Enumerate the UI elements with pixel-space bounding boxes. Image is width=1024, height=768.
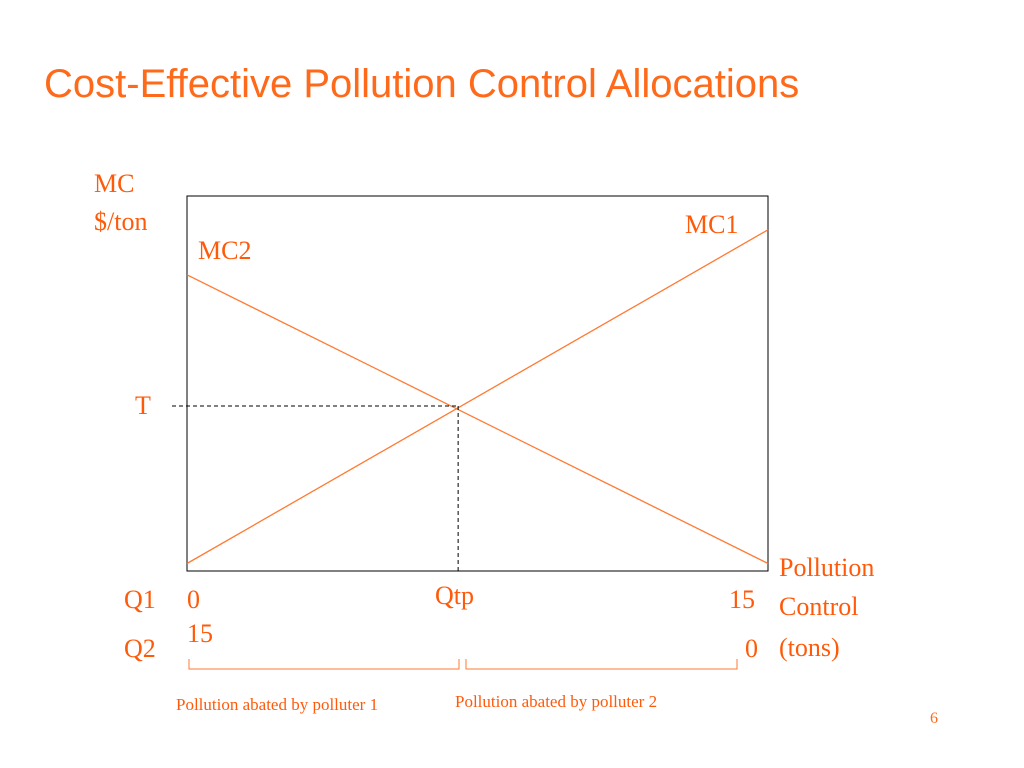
y-axis-label-line-1: MC <box>94 169 134 198</box>
series-line-mc2 <box>186 274 769 565</box>
q1-end-tick: 15 <box>729 585 755 614</box>
x-axis-label-line-1: Pollution <box>779 553 874 582</box>
series-label-mc2: MC2 <box>198 236 251 265</box>
page-number: 6 <box>930 710 938 727</box>
q2-end-tick: 0 <box>745 634 758 663</box>
slide-title: Cost-Effective Pollution Control Allocat… <box>44 62 800 106</box>
chart-marks <box>172 229 769 571</box>
series-line-mc1 <box>186 229 769 565</box>
x-axis-label-line-2: Control <box>779 592 858 621</box>
q1-start-tick: 0 <box>187 585 200 614</box>
qtp-label: Qtp <box>435 581 474 610</box>
q2-row-label: Q2 <box>124 634 156 663</box>
series-label-mc1: MC1 <box>685 210 738 239</box>
annotation-polluter-1: Pollution abated by polluter 1 <box>176 695 378 714</box>
q1-row-label: Q1 <box>124 585 156 614</box>
plot-frame <box>186 195 769 572</box>
annotation-polluter-2: Pollution abated by polluter 2 <box>455 692 657 711</box>
q2-start-tick: 15 <box>187 619 213 648</box>
y-axis-label-line-2: $/ton <box>94 207 147 236</box>
bracket-polluter-2 <box>465 659 738 670</box>
x-axis-label-line-3: (tons) <box>779 633 840 662</box>
t-price-label: T <box>135 391 151 420</box>
bracket-polluter-1 <box>188 659 460 670</box>
